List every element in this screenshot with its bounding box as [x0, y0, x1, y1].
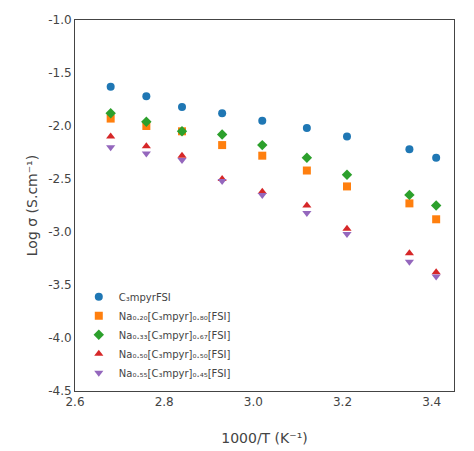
svg-text:Na₀.₂₀[C₃mpyr]₀.₈₀[FSI]: Na₀.₂₀[C₃mpyr]₀.₈₀[FSI] [119, 311, 231, 322]
svg-text:3.4: 3.4 [422, 395, 441, 409]
svg-text:-3.5: -3.5 [48, 278, 71, 292]
svg-text:Na₀.₅₀[C₃mpyr]₀.₅₀[FSI]: Na₀.₅₀[C₃mpyr]₀.₅₀[FSI] [119, 349, 231, 360]
svg-text:-1.5: -1.5 [48, 66, 71, 80]
svg-text:-2.0: -2.0 [48, 119, 71, 133]
svg-text:Na₀.₃₃[C₃mpyr]₀.₆₇[FSI]: Na₀.₃₃[C₃mpyr]₀.₆₇[FSI] [119, 330, 231, 341]
svg-text:3.0: 3.0 [244, 395, 263, 409]
svg-text:Log σ (S.cm⁻¹): Log σ (S.cm⁻¹) [24, 155, 40, 256]
svg-text:C₃mpyrFSI: C₃mpyrFSI [119, 292, 171, 303]
svg-text:2.6: 2.6 [65, 395, 84, 409]
svg-text:-1.0: -1.0 [48, 13, 71, 27]
svg-text:-4.5: -4.5 [48, 384, 71, 398]
svg-text:-4.0: -4.0 [48, 331, 71, 345]
svg-text:Na₀.₅₅[C₃mpyr]₀.₄₅[FSI]: Na₀.₅₅[C₃mpyr]₀.₄₅[FSI] [119, 368, 231, 379]
svg-text:3.2: 3.2 [333, 395, 352, 409]
svg-text:2.8: 2.8 [155, 395, 174, 409]
svg-text:1000/T (K⁻¹): 1000/T (K⁻¹) [221, 430, 307, 446]
svg-text:-2.5: -2.5 [48, 172, 71, 186]
svg-text:-3.0: -3.0 [48, 225, 71, 239]
